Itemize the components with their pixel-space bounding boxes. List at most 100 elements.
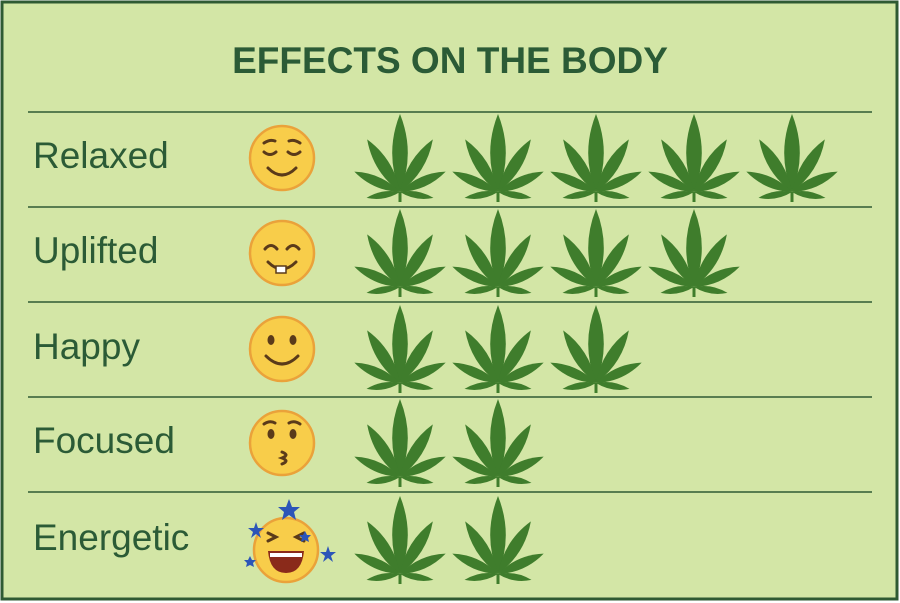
leaflet bbox=[563, 330, 596, 383]
leaflet bbox=[367, 521, 400, 574]
leaflet bbox=[354, 171, 400, 192]
leaflet bbox=[490, 114, 506, 192]
leaflet bbox=[498, 234, 531, 287]
leaflet bbox=[400, 553, 446, 574]
category-label: Focused bbox=[33, 420, 175, 461]
leaflet bbox=[562, 285, 596, 294]
leaflet bbox=[490, 305, 506, 383]
leaflet bbox=[596, 362, 642, 383]
leaflet bbox=[648, 171, 694, 192]
leaflet bbox=[498, 330, 531, 383]
leaflet bbox=[498, 456, 544, 477]
leaflet bbox=[465, 521, 498, 574]
leaflet bbox=[498, 285, 532, 294]
leaflet bbox=[452, 456, 498, 477]
leaflet bbox=[562, 381, 596, 390]
row-dividers bbox=[28, 111, 872, 493]
leaflet bbox=[661, 234, 694, 287]
leaflet bbox=[686, 114, 702, 192]
leaflet bbox=[392, 209, 408, 287]
leaflet bbox=[400, 456, 446, 477]
leaflet bbox=[366, 572, 400, 581]
emoji-focused bbox=[248, 409, 316, 477]
leaflet bbox=[452, 362, 498, 383]
leaflet bbox=[452, 171, 498, 192]
leaflet bbox=[464, 190, 498, 199]
leaflet bbox=[694, 139, 727, 192]
leaflet bbox=[400, 362, 446, 383]
leaflet bbox=[392, 399, 408, 477]
leaflet bbox=[366, 190, 400, 199]
leaflet bbox=[354, 362, 400, 383]
leaflet bbox=[792, 190, 826, 199]
leaflet bbox=[648, 266, 694, 287]
leaflet bbox=[498, 171, 544, 192]
leaflet bbox=[400, 424, 433, 477]
leaflet bbox=[694, 285, 728, 294]
leaflet bbox=[758, 190, 792, 199]
leaflet bbox=[660, 190, 694, 199]
leaflet bbox=[596, 381, 630, 390]
leaflet bbox=[452, 266, 498, 287]
leaflet bbox=[596, 190, 630, 199]
leaflet bbox=[660, 285, 694, 294]
category-label: Energetic bbox=[33, 517, 189, 558]
leaf-row bbox=[354, 305, 642, 393]
leaflet bbox=[465, 139, 498, 192]
leaflet bbox=[759, 139, 792, 192]
category-label: Relaxed bbox=[33, 135, 169, 176]
leaflet bbox=[746, 171, 792, 192]
leaflet bbox=[563, 234, 596, 287]
leaflet bbox=[392, 114, 408, 192]
leaflet bbox=[498, 475, 532, 484]
leaflet bbox=[354, 553, 400, 574]
emoji-energetic bbox=[244, 499, 336, 584]
leaflet bbox=[490, 399, 506, 477]
leaflet bbox=[366, 285, 400, 294]
leaflet bbox=[367, 424, 400, 477]
emoji-happy bbox=[248, 315, 316, 383]
leaf-row bbox=[354, 209, 740, 297]
leaflet bbox=[498, 139, 531, 192]
leaflet bbox=[465, 234, 498, 287]
leaflet bbox=[366, 475, 400, 484]
leaflet bbox=[400, 475, 434, 484]
leaflet bbox=[498, 553, 544, 574]
leaflet bbox=[464, 285, 498, 294]
leaflet bbox=[661, 139, 694, 192]
category-label: Happy bbox=[33, 326, 140, 367]
leaf-row bbox=[354, 114, 838, 202]
leaflet bbox=[596, 234, 629, 287]
leaflet bbox=[550, 266, 596, 287]
leaflet bbox=[392, 305, 408, 383]
leaflet bbox=[498, 572, 532, 581]
leaflet bbox=[465, 330, 498, 383]
emoji-relaxed bbox=[248, 124, 316, 192]
leaflet bbox=[464, 475, 498, 484]
leaflet bbox=[400, 234, 433, 287]
leaflet bbox=[792, 171, 838, 192]
leaflet bbox=[498, 266, 544, 287]
leaflet bbox=[400, 139, 433, 192]
leaf-row bbox=[354, 399, 544, 487]
leaflet bbox=[465, 424, 498, 477]
leaflet bbox=[563, 139, 596, 192]
leaflet bbox=[392, 496, 408, 574]
leaflet bbox=[400, 521, 433, 574]
leaflet bbox=[367, 139, 400, 192]
leaflet bbox=[400, 190, 434, 199]
leaflet bbox=[490, 209, 506, 287]
leaflet bbox=[562, 190, 596, 199]
leaf-row bbox=[354, 496, 544, 584]
leaflet bbox=[400, 381, 434, 390]
leaflet bbox=[498, 190, 532, 199]
leaflet bbox=[694, 190, 728, 199]
leaflet bbox=[464, 381, 498, 390]
leaflet bbox=[400, 266, 446, 287]
leaflet bbox=[588, 114, 604, 192]
leaflet bbox=[550, 362, 596, 383]
leaflet bbox=[498, 521, 531, 574]
leaflet bbox=[784, 114, 800, 192]
leaflet bbox=[596, 266, 642, 287]
leaflet bbox=[694, 234, 727, 287]
